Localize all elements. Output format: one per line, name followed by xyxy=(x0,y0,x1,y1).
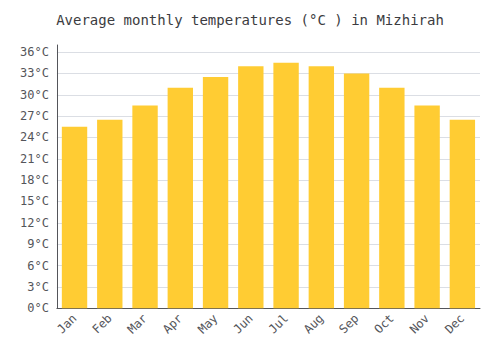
svg-text:15°C: 15°C xyxy=(20,194,49,208)
svg-text:24°C: 24°C xyxy=(20,130,49,144)
svg-text:Jan: Jan xyxy=(54,311,79,336)
svg-text:Average monthly temperatures (: Average monthly temperatures (°C ) in Mi… xyxy=(56,12,444,28)
svg-text:3°C: 3°C xyxy=(27,280,49,294)
svg-text:Jul: Jul xyxy=(266,311,291,336)
svg-text:Dec: Dec xyxy=(442,311,467,336)
svg-text:Jun: Jun xyxy=(231,311,256,336)
svg-text:Apr: Apr xyxy=(160,311,185,336)
svg-text:27°C: 27°C xyxy=(20,109,49,123)
svg-text:May: May xyxy=(195,311,220,336)
svg-text:12°C: 12°C xyxy=(20,216,49,230)
svg-text:Feb: Feb xyxy=(90,311,115,336)
svg-text:18°C: 18°C xyxy=(20,173,49,187)
svg-text:21°C: 21°C xyxy=(20,152,49,166)
svg-text:33°C: 33°C xyxy=(20,66,49,80)
svg-text:0°C: 0°C xyxy=(27,301,49,315)
svg-text:Nov: Nov xyxy=(407,311,432,336)
svg-text:9°C: 9°C xyxy=(27,237,49,251)
svg-text:Aug: Aug xyxy=(301,311,326,336)
svg-text:36°C: 36°C xyxy=(20,45,49,59)
svg-text:Oct: Oct xyxy=(372,311,397,336)
svg-text:Mar: Mar xyxy=(125,311,150,336)
svg-text:30°C: 30°C xyxy=(20,88,49,102)
svg-text:6°C: 6°C xyxy=(27,259,49,273)
svg-text:Sep: Sep xyxy=(336,311,361,336)
